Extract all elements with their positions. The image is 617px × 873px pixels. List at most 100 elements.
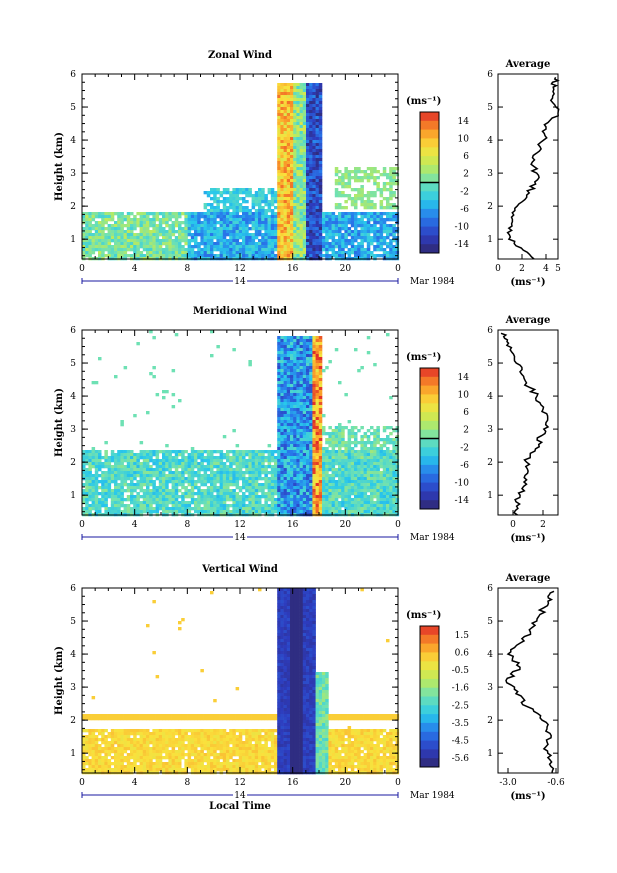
colorbar-band	[420, 217, 439, 228]
colorbar-band	[420, 491, 439, 501]
colorbar-band	[420, 464, 439, 475]
profile-y-tick-label: 2	[487, 202, 493, 212]
y-tick-label: 2	[70, 716, 76, 726]
colorbar-band	[420, 634, 439, 645]
colorbar-band	[420, 626, 439, 636]
colorbar-band	[420, 678, 439, 689]
date-day-bg	[233, 790, 247, 799]
profile-x-tick-label: -0.6	[547, 778, 565, 788]
profile-y-tick-label: 4	[487, 392, 493, 402]
y-axis-label: Height (km)	[54, 646, 65, 715]
colorbar-band	[420, 722, 439, 733]
colorbar-band	[420, 403, 439, 413]
y-tick-label: 1	[70, 235, 76, 245]
colorbar-band	[420, 696, 439, 706]
colorbar-band	[420, 173, 439, 183]
colorbar-tick-label: -4.5	[452, 737, 470, 747]
y-tick-label: 6	[70, 326, 76, 336]
colorbar-band	[420, 652, 439, 662]
heatmap-cells	[82, 588, 400, 775]
profile-frame	[497, 73, 559, 260]
profile-frame	[497, 587, 559, 774]
profile-x-label: (ms⁻¹)	[510, 533, 545, 544]
profile-x-tick-label: -3.0	[499, 778, 517, 788]
profile-y-tick-label: 1	[487, 491, 493, 501]
y-tick-label: 4	[70, 136, 76, 146]
date-label: Mar 1984	[410, 533, 455, 543]
colorbar-band	[420, 412, 439, 422]
y-tick-label: 3	[70, 169, 76, 179]
profile-y-tick-label: 6	[487, 70, 493, 80]
colorbar-band	[420, 191, 439, 201]
colorbar-tick-label: -5.6	[452, 754, 470, 764]
colorbar-tick-label: -6	[460, 461, 469, 471]
colorbar: (ms⁻¹) 14 10 6 2 -2 -6 -10 -14	[406, 96, 469, 254]
colorbar-band	[420, 200, 439, 210]
profile-y-tick-label: 1	[487, 749, 493, 759]
profile-title: Average	[505, 59, 551, 70]
x-tick-label: 0	[395, 778, 401, 788]
profile-y-tick-label: 4	[487, 650, 493, 660]
colorbar-band	[420, 164, 439, 175]
date-label: Mar 1984	[410, 277, 455, 287]
x-tick-label: 0	[395, 264, 401, 274]
x-tick-label: 16	[287, 778, 299, 788]
colorbar-tick-label: -0.5	[452, 666, 470, 676]
y-tick-label: 4	[70, 392, 76, 402]
colorbar-tick-label: 2	[463, 426, 469, 436]
colorbar-tick-label: 0.6	[455, 648, 470, 658]
profile-y-tick-label: 2	[487, 458, 493, 468]
colorbar-band	[420, 758, 439, 768]
heatmap-cells	[82, 83, 400, 261]
x-tick-label: 16	[287, 520, 299, 530]
x-tick-label: 12	[234, 264, 245, 274]
average-profile: Average 1 2 3 4 5 6 0 2 (ms⁻¹)	[487, 315, 559, 544]
y-tick-label: 4	[70, 650, 76, 660]
y-tick-label: 5	[70, 359, 76, 369]
colorbar: (ms⁻¹) 1.5 0.6 -0.5 -1.6 -2.5 -3.5 -4.5 -5.6	[406, 610, 469, 768]
colorbar-tick-label: -14	[455, 496, 470, 506]
colorbar-band	[420, 643, 439, 653]
profile-x-tick-label: 5	[555, 264, 561, 274]
profile-title: Average	[505, 573, 551, 584]
x-tick-label: 8	[184, 778, 190, 788]
colorbar-tick-label: 2	[463, 170, 469, 180]
date-label: Mar 1984	[410, 791, 455, 801]
colorbar-band	[420, 156, 439, 166]
colorbar-tick-label: 6	[463, 408, 469, 418]
profile-x-label: (ms⁻¹)	[510, 277, 545, 288]
colorbar-unit: (ms⁻¹)	[406, 96, 441, 107]
y-tick-label: 6	[70, 584, 76, 594]
date-day-bg	[233, 276, 247, 285]
profile-y-tick-label: 1	[487, 235, 493, 245]
date-day-label: 14	[234, 277, 246, 287]
colorbar-frame	[419, 625, 440, 768]
colorbar-tick-label: -2	[460, 187, 469, 197]
colorbar-band	[420, 714, 439, 724]
profile-y-tick-label: 6	[487, 326, 493, 336]
y-axis-label: Height (km)	[54, 388, 65, 457]
profile-x-tick-label: 0	[510, 520, 516, 530]
date-day-label: 14	[234, 533, 246, 543]
y-tick-label: 3	[70, 683, 76, 693]
y-tick-label: 1	[70, 749, 76, 759]
colorbar-band	[420, 182, 439, 192]
colorbar-tick-label: -10	[455, 479, 470, 489]
x-tick-label: 0	[79, 778, 85, 788]
colorbar-band	[420, 473, 439, 484]
colorbar-band	[420, 749, 439, 759]
colorbar-band	[420, 368, 439, 378]
colorbar-band	[420, 208, 439, 219]
x-tick-label: 4	[132, 778, 138, 788]
profile-line	[505, 590, 555, 774]
x-tick-label: 12	[234, 520, 245, 530]
profile-y-tick-label: 3	[487, 425, 493, 435]
colorbar-band	[420, 226, 439, 236]
colorbar-band	[420, 235, 439, 245]
x-tick-label: 16	[287, 264, 299, 274]
x-tick-label: 4	[132, 520, 138, 530]
colorbar-band	[420, 670, 439, 680]
colorbar-tick-label: -6	[460, 205, 469, 215]
